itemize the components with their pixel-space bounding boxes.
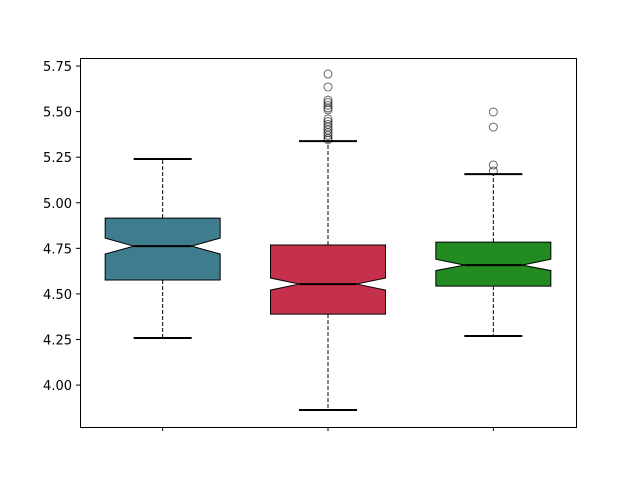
y-tick-label: 4.50 [43,288,72,303]
y-axis: 4.00 4.25 4.50 4.75 5.00 5.25 5.50 5.75 [43,60,80,394]
outlier-point [323,130,333,140]
box-3 [435,107,552,338]
boxes [104,69,552,412]
y-tick-label: 4.75 [43,242,72,257]
outlier-point [488,160,498,170]
outlier-point [323,128,333,138]
y-tick-label: 5.00 [43,197,72,212]
box-body [435,241,552,287]
outlier-point [488,122,498,132]
box-1 [104,158,221,340]
outlier-point [323,97,333,107]
y-tick-label: 5.25 [43,151,72,166]
outlier-point [323,82,333,92]
outlier-point [323,135,333,145]
outlier-point [323,100,333,110]
outlier-point [488,107,498,117]
y-tick-label: 5.75 [43,60,72,75]
y-tick-label: 4.25 [43,333,72,348]
outlier-point [488,166,498,176]
y-tick-label: 4.00 [43,379,72,394]
box-2 [270,69,386,412]
outlier-point [323,105,333,115]
y-tick-label: 5.50 [43,106,72,121]
x-axis [162,427,494,431]
box-body [104,217,221,281]
outlier-point [323,69,333,79]
box-body [270,244,386,315]
